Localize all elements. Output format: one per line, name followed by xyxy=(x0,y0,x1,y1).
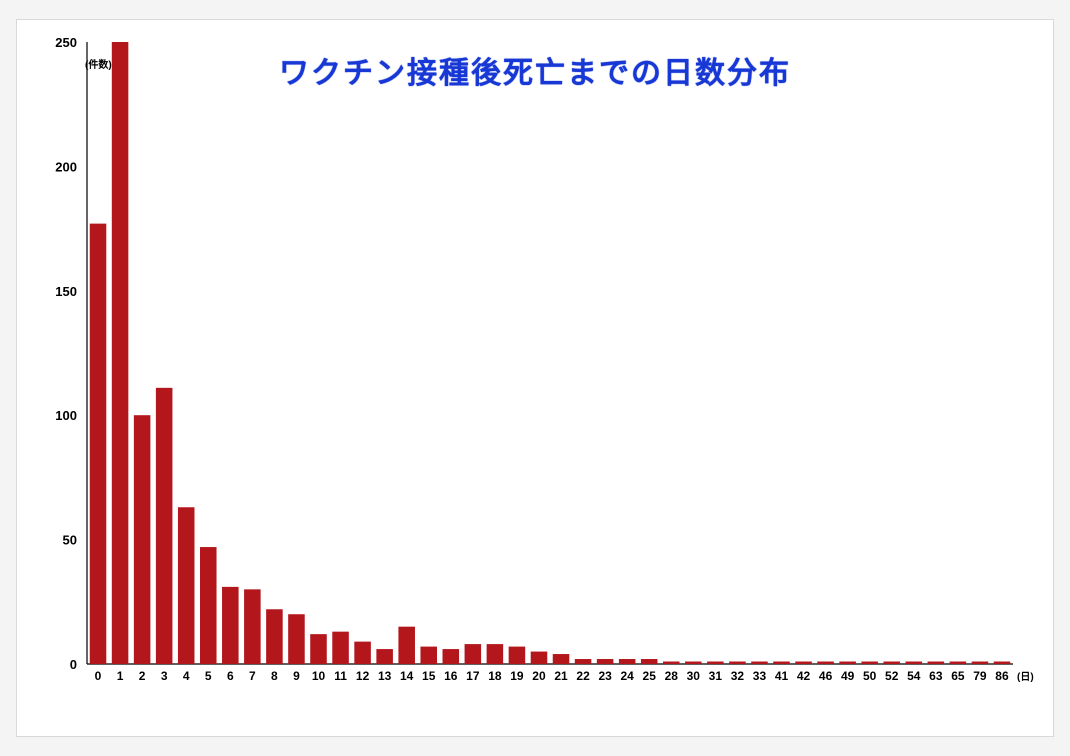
y-tick-label: 0 xyxy=(70,657,77,672)
bar xyxy=(707,662,724,664)
bar xyxy=(354,642,371,664)
chart-container: ワクチン接種後死亡までの日数分布 (件数) 050100150200250012… xyxy=(16,19,1054,737)
x-tick-label: 8 xyxy=(271,669,278,683)
x-tick-label: 33 xyxy=(753,669,767,683)
bar xyxy=(928,662,945,664)
x-axis-unit-label: (日) xyxy=(1017,671,1034,683)
x-tick-label: 25 xyxy=(643,669,657,683)
bar xyxy=(553,654,570,664)
bar xyxy=(619,659,636,664)
bar xyxy=(222,587,239,664)
y-tick-label: 150 xyxy=(55,284,77,299)
x-tick-label: 63 xyxy=(929,669,943,683)
bar xyxy=(994,662,1011,664)
x-tick-label: 30 xyxy=(687,669,701,683)
x-tick-label: 13 xyxy=(378,669,392,683)
bar xyxy=(156,388,173,664)
x-tick-label: 86 xyxy=(995,669,1009,683)
x-tick-label: 16 xyxy=(444,669,458,683)
x-tick-label: 41 xyxy=(775,669,789,683)
x-tick-label: 14 xyxy=(400,669,414,683)
bar xyxy=(751,662,768,664)
x-tick-label: 18 xyxy=(488,669,502,683)
bar xyxy=(795,662,812,664)
bar xyxy=(134,415,151,664)
x-tick-label: 42 xyxy=(797,669,811,683)
x-tick-label: 23 xyxy=(598,669,612,683)
x-tick-label: 31 xyxy=(709,669,723,683)
x-tick-label: 0 xyxy=(95,669,102,683)
chart-title: ワクチン接種後死亡までの日数分布 xyxy=(17,48,1053,92)
bar xyxy=(509,647,526,664)
x-tick-label: 22 xyxy=(576,669,590,683)
chart-plot-area: 0501001502002500123456789101112131415161… xyxy=(81,38,1037,688)
x-tick-label: 46 xyxy=(819,669,833,683)
x-tick-label: 2 xyxy=(139,669,146,683)
bar xyxy=(310,634,327,664)
bar xyxy=(398,627,415,664)
x-tick-label: 54 xyxy=(907,669,921,683)
x-tick-label: 1 xyxy=(117,669,124,683)
x-tick-label: 6 xyxy=(227,669,234,683)
bar xyxy=(839,662,856,664)
bar xyxy=(729,662,746,664)
bar xyxy=(376,649,393,664)
x-tick-label: 21 xyxy=(554,669,568,683)
bar xyxy=(288,614,305,664)
x-tick-label: 79 xyxy=(973,669,987,683)
x-tick-label: 15 xyxy=(422,669,436,683)
bar xyxy=(773,662,790,664)
bar xyxy=(531,652,548,664)
bar xyxy=(465,644,482,664)
bar xyxy=(950,662,967,664)
bar xyxy=(575,659,592,664)
x-tick-label: 65 xyxy=(951,669,965,683)
y-tick-label: 200 xyxy=(55,159,77,174)
y-axis-unit-label: (件数) xyxy=(85,56,112,71)
bar xyxy=(200,547,217,664)
bar xyxy=(244,589,261,664)
y-tick-label: 100 xyxy=(55,408,77,423)
x-tick-label: 3 xyxy=(161,669,168,683)
x-tick-label: 20 xyxy=(532,669,546,683)
bar xyxy=(443,649,460,664)
bar xyxy=(861,662,878,664)
bar xyxy=(817,662,834,664)
x-tick-label: 19 xyxy=(510,669,524,683)
x-tick-label: 50 xyxy=(863,669,877,683)
bar xyxy=(685,662,702,664)
x-tick-label: 5 xyxy=(205,669,212,683)
bar xyxy=(972,662,989,664)
x-tick-label: 49 xyxy=(841,669,855,683)
x-tick-label: 12 xyxy=(356,669,370,683)
bar xyxy=(420,647,437,664)
bar xyxy=(112,42,129,664)
x-tick-label: 17 xyxy=(466,669,480,683)
bar xyxy=(641,659,658,664)
x-tick-label: 4 xyxy=(183,669,190,683)
x-tick-label: 52 xyxy=(885,669,899,683)
bar xyxy=(597,659,614,664)
x-tick-label: 7 xyxy=(249,669,256,683)
bar xyxy=(178,507,195,664)
x-tick-label: 28 xyxy=(665,669,679,683)
x-tick-label: 9 xyxy=(293,669,300,683)
x-tick-label: 32 xyxy=(731,669,745,683)
bar xyxy=(663,662,680,664)
bar xyxy=(332,632,349,664)
bar xyxy=(487,644,504,664)
y-tick-label: 50 xyxy=(63,533,77,548)
x-tick-label: 11 xyxy=(334,669,347,683)
x-tick-label: 10 xyxy=(312,669,326,683)
bar xyxy=(90,224,107,664)
bar xyxy=(883,662,900,664)
bar xyxy=(266,609,283,664)
x-tick-label: 24 xyxy=(620,669,634,683)
bar xyxy=(906,662,923,664)
